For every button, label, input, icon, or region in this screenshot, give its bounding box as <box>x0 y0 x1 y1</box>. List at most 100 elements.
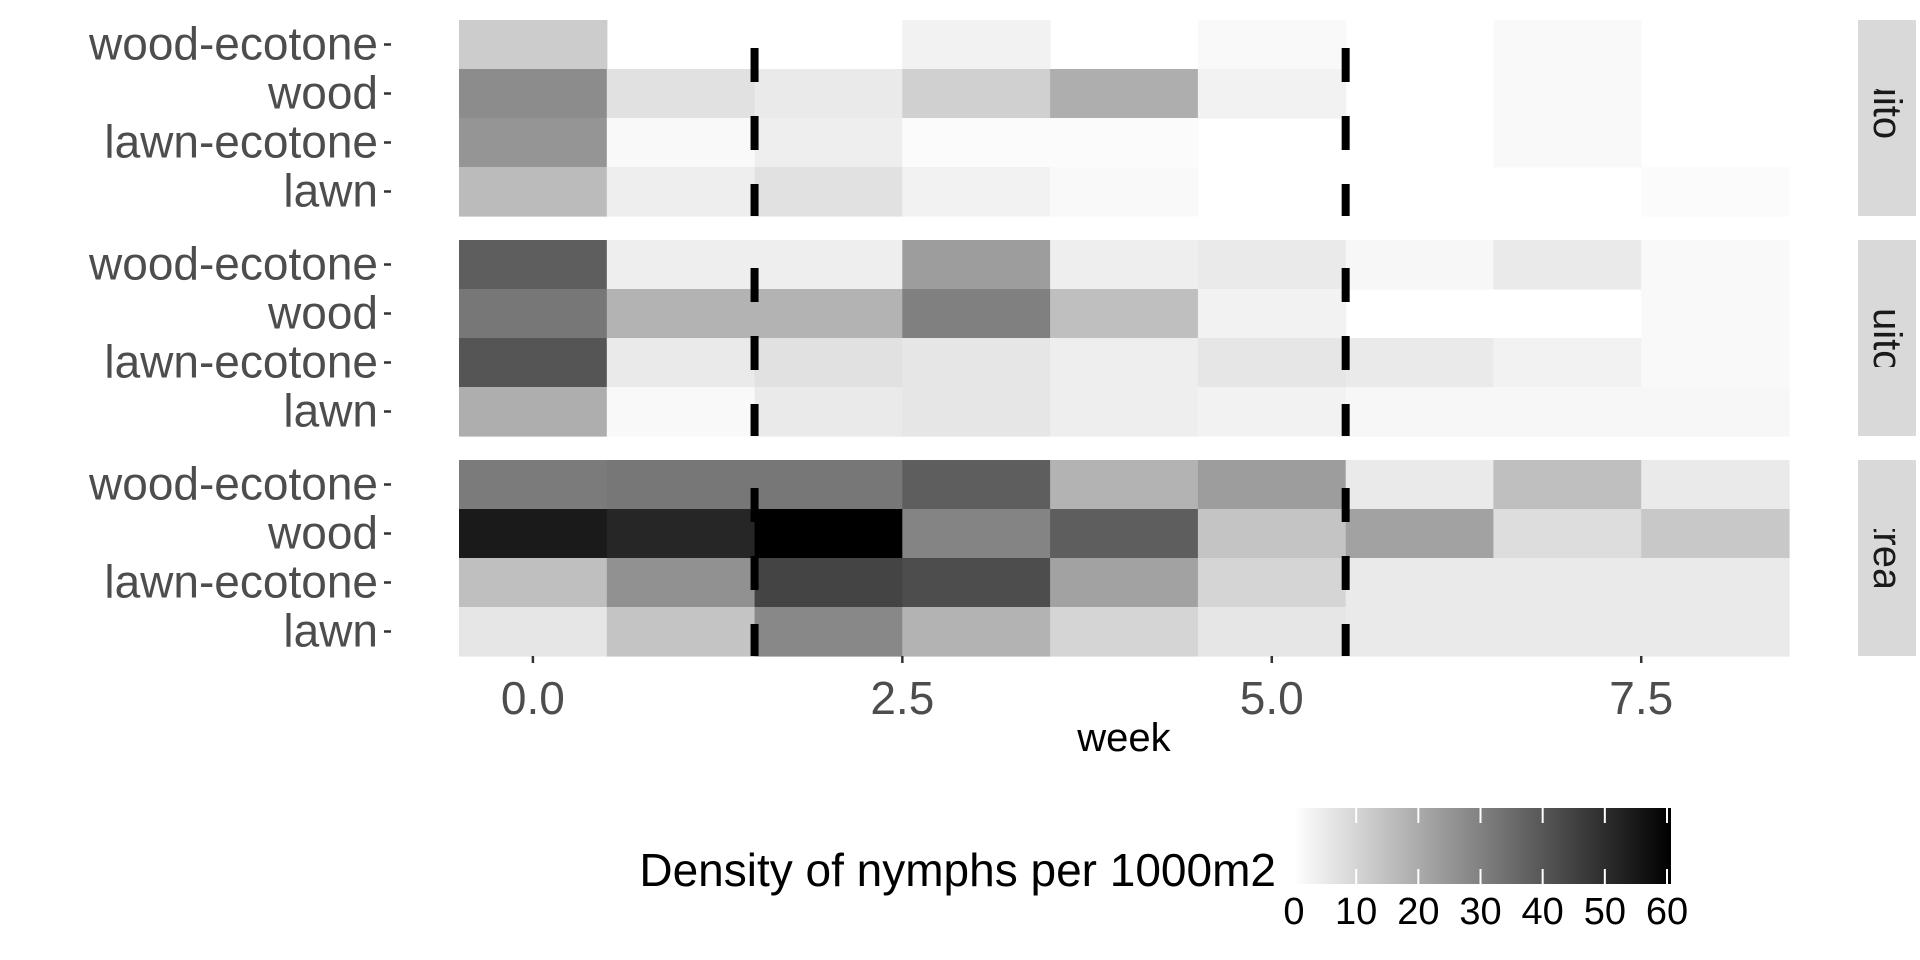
heatmap-cell <box>459 20 608 70</box>
y-tick-label: lawn-ecotone <box>104 116 378 168</box>
heatmap-cell <box>1493 460 1642 510</box>
facet-strip-background <box>1858 240 1916 436</box>
facet-strip-label: Mosquito & Tick <box>1865 0 1909 260</box>
heatmap-cell <box>1493 387 1642 437</box>
heatmap-cell <box>1050 338 1199 388</box>
heatmap-cell <box>1050 607 1199 657</box>
heatmap-cell <box>1493 607 1642 657</box>
heatmap-cell <box>902 69 1051 119</box>
heatmap-cell <box>1641 558 1790 608</box>
heatmap-cell <box>902 607 1051 657</box>
heatmap-cell <box>902 289 1051 339</box>
heatmap-cell <box>606 240 756 290</box>
heatmap-cell <box>606 558 756 608</box>
heatmap-cell <box>754 509 903 559</box>
heatmap-cell <box>754 167 903 217</box>
heatmap-cell <box>902 338 1051 388</box>
heatmap-cell <box>1197 460 1347 510</box>
legend-tick-label: 20 <box>1397 891 1439 933</box>
y-tick-label: wood-ecotone <box>88 18 378 70</box>
heatmap-cell <box>1050 460 1199 510</box>
legend-title: Density of nymphs per 1000m2 <box>639 844 1276 896</box>
heatmap-cell <box>606 338 756 388</box>
heatmap-cell <box>754 387 903 437</box>
legend-ticks: 0 10 20 30 40 50 60 <box>1283 808 1688 933</box>
heatmap-cell <box>1641 240 1790 290</box>
heatmap-cell <box>902 509 1051 559</box>
heatmap-cell <box>754 240 903 290</box>
heatmap-cell <box>1050 558 1199 608</box>
heatmap-cell <box>1493 69 1642 119</box>
heatmap-cell <box>459 289 608 339</box>
heatmap-cell <box>902 558 1051 608</box>
heatmap-cell <box>459 69 608 119</box>
legend-tick-label: 60 <box>1646 891 1688 933</box>
heatmap-cell <box>754 69 903 119</box>
y-tick-label: wood <box>267 507 378 559</box>
facet-strip: Mosquito Only <box>1858 240 1916 436</box>
heatmap-cell <box>459 118 608 168</box>
heatmap-cell <box>754 558 903 608</box>
heatmap-cell <box>459 558 608 608</box>
heatmap-cell <box>1493 118 1642 168</box>
x-axis-layer: 0.0 2.5 5.0 7.5 <box>501 656 1673 724</box>
heatmap-cell <box>1345 387 1495 437</box>
facet-strip-background <box>1858 460 1916 656</box>
heatmap-cell <box>1197 240 1347 290</box>
heatmap-cell <box>754 460 903 510</box>
heatmap-cell <box>902 118 1051 168</box>
heatmap-cell <box>1493 240 1642 290</box>
heatmap-cell <box>459 167 608 217</box>
x-tick-label: 2.5 <box>870 672 934 724</box>
y-tick-label: lawn-ecotone <box>104 556 378 608</box>
heatmap-cell <box>1050 167 1199 217</box>
color-legend: Density of nymphs per 1000m2 0 10 20 30 40 50… <box>639 808 1688 933</box>
heatmap-cell <box>1197 20 1347 70</box>
panel <box>459 20 1790 217</box>
heatmap-cell <box>1050 289 1199 339</box>
heatmap-cell <box>902 240 1051 290</box>
heatmap-cell <box>1050 118 1199 168</box>
x-tick-label: 7.5 <box>1609 672 1673 724</box>
heatmap-cell <box>1197 607 1347 657</box>
legend-tick-label: 0 <box>1283 891 1304 933</box>
y-tick-label: lawn <box>283 605 378 657</box>
y-tick-label: lawn-ecotone <box>104 336 378 388</box>
panels-layer <box>459 20 1790 657</box>
heatmap-cell <box>1345 509 1495 559</box>
heatmap-cell <box>1641 387 1790 437</box>
y-tick-label: wood <box>267 67 378 119</box>
heatmap-cell <box>754 338 903 388</box>
heatmap-cell <box>606 167 756 217</box>
y-tick-label: wood-ecotone <box>88 238 378 290</box>
heatmap-cell <box>1641 289 1790 339</box>
heatmap-cell <box>1197 387 1347 437</box>
heatmap-cell <box>1197 69 1347 119</box>
heatmap-cell <box>1641 607 1790 657</box>
heatmap-cell <box>1641 338 1790 388</box>
heatmap-cell <box>1345 240 1495 290</box>
y-tick-label: lawn <box>283 385 378 437</box>
heatmap-cell <box>459 460 608 510</box>
heatmap-cell <box>459 607 608 657</box>
heatmap-cell <box>606 69 756 119</box>
heatmap-cell <box>1345 460 1495 510</box>
heatmap-cell <box>1050 69 1199 119</box>
heatmap-cell <box>1493 338 1642 388</box>
heatmap-cell <box>1197 289 1347 339</box>
legend-tick-label: 10 <box>1335 891 1377 933</box>
heatmap-cell <box>754 607 903 657</box>
y-tick-label: wood <box>267 287 378 339</box>
legend-tick-label: 30 <box>1459 891 1501 933</box>
heatmap-cell <box>1050 509 1199 559</box>
heatmap-cell <box>1345 558 1495 608</box>
legend-tick-label: 50 <box>1584 891 1626 933</box>
heatmap-cell <box>1493 558 1642 608</box>
x-axis-title: week <box>1076 716 1171 760</box>
heatmap-cell <box>606 607 756 657</box>
reference-lines-layer <box>750 48 1350 656</box>
heatmap-cell <box>1345 607 1495 657</box>
heatmap-cell <box>606 118 756 168</box>
